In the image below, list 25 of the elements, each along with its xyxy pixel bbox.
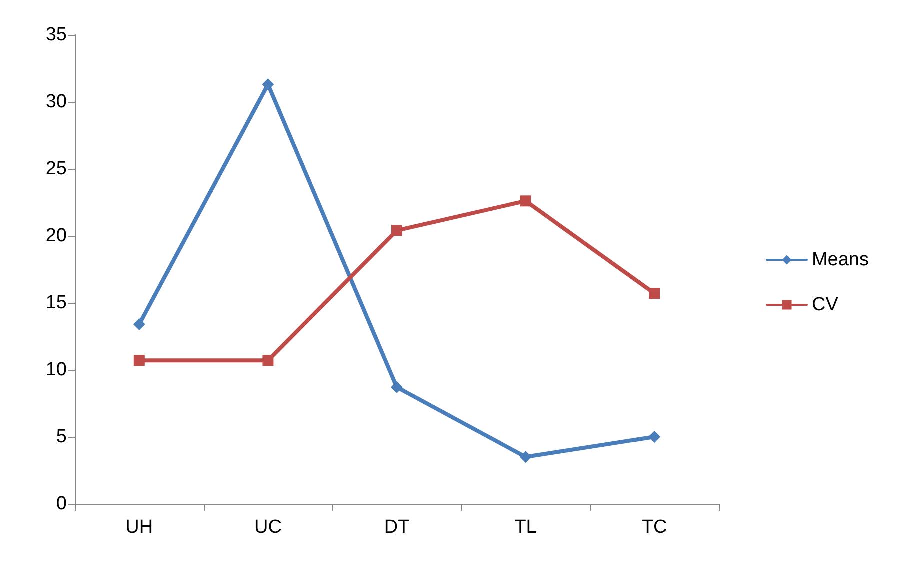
point <box>520 196 532 207</box>
point <box>520 451 532 464</box>
point <box>648 431 661 443</box>
legend-label: CV <box>812 294 839 316</box>
y-tick-label: 25 <box>46 158 67 180</box>
x-tick-label: TL <box>514 517 537 538</box>
y-tick-label: 10 <box>46 360 67 380</box>
x-tick-label: TC <box>642 517 668 538</box>
y-tick-label: 35 <box>46 24 67 46</box>
point <box>262 355 274 366</box>
x-tick-label: UC <box>254 517 282 538</box>
y-tick-label: 0 <box>56 494 67 514</box>
y-tick-label: 15 <box>46 292 67 314</box>
x-tick-label: DT <box>384 517 410 538</box>
point <box>649 288 660 300</box>
y-tick-label: 5 <box>56 426 67 448</box>
x-tick-label: UH <box>126 517 154 538</box>
y-tick-label: 30 <box>46 92 67 112</box>
point <box>262 78 274 91</box>
point <box>392 225 402 236</box>
point <box>134 355 145 366</box>
legend-label: Means <box>812 250 870 270</box>
point <box>133 318 146 330</box>
y-tick-label: 20 <box>46 226 67 246</box>
point <box>391 381 403 394</box>
